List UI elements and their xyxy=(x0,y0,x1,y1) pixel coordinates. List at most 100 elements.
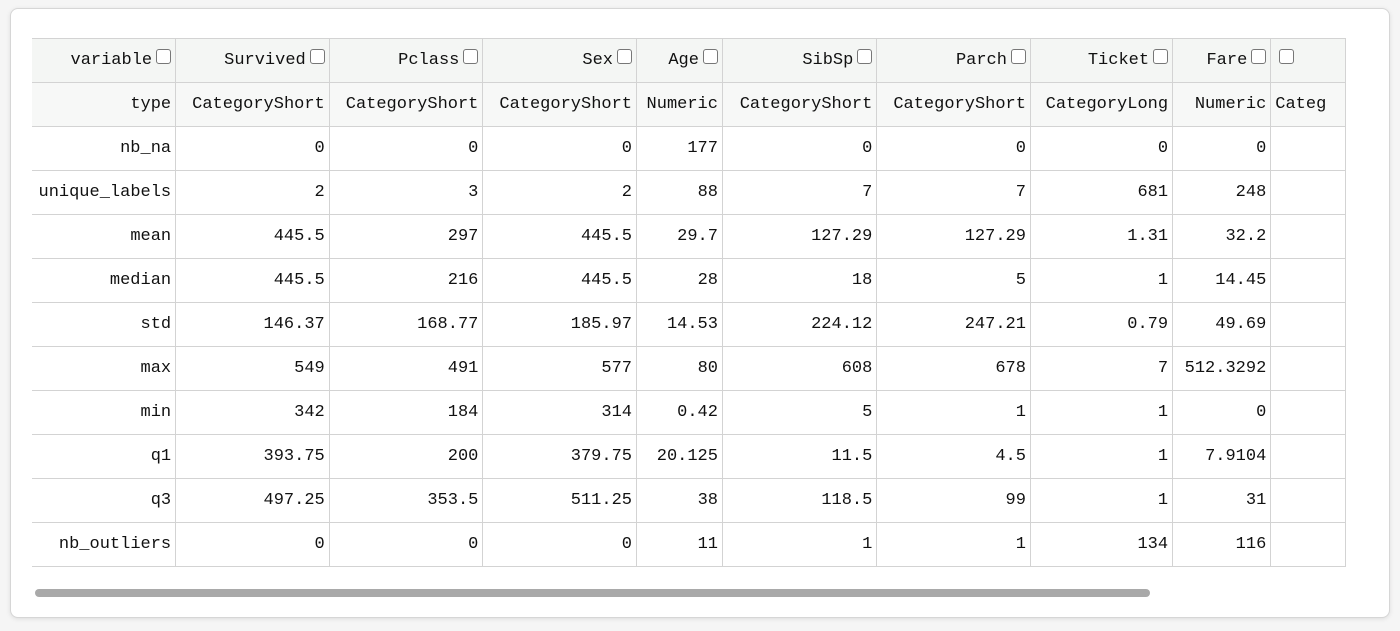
table-cell: 7 xyxy=(877,171,1031,215)
table-cell: Categ xyxy=(1271,83,1346,127)
table-cell: 511.25 xyxy=(483,479,637,523)
table-cell: 7.9104 xyxy=(1173,435,1271,479)
table-cell xyxy=(1271,479,1346,523)
table-cell: 31 xyxy=(1173,479,1271,523)
select-column-checkbox[interactable] xyxy=(617,49,632,64)
table-cell: 1 xyxy=(722,523,876,567)
column-header: Age xyxy=(668,51,699,70)
table-row: min 342 184 314 0.42 5 1 1 0 xyxy=(32,391,1346,435)
column-header: Parch xyxy=(956,51,1007,70)
table-cell xyxy=(1271,303,1346,347)
table-cell: 1 xyxy=(877,523,1031,567)
table-cell: 5 xyxy=(877,259,1031,303)
horizontal-scrollbar[interactable] xyxy=(33,589,1373,598)
header-cell: Fare xyxy=(1173,39,1271,83)
table-cell: 681 xyxy=(1030,171,1172,215)
table-cell: 314 xyxy=(483,391,637,435)
select-column-checkbox[interactable] xyxy=(703,49,718,64)
table-row: mean 445.5 297 445.5 29.7 127.29 127.29 1.31 32.… xyxy=(32,215,1346,259)
select-column-checkbox[interactable] xyxy=(1251,49,1266,64)
select-column-checkbox[interactable] xyxy=(310,49,325,64)
table-cell: 4.5 xyxy=(877,435,1031,479)
column-header: Fare xyxy=(1206,51,1247,70)
select-column-checkbox[interactable] xyxy=(857,49,872,64)
table-cell: 7 xyxy=(1030,347,1172,391)
table-cell: 146.37 xyxy=(176,303,330,347)
table-cell: 0 xyxy=(483,127,637,171)
table-cell: 379.75 xyxy=(483,435,637,479)
table-cell: 512.3292 xyxy=(1173,347,1271,391)
header-cell: Age xyxy=(637,39,723,83)
table-cell: CategoryShort xyxy=(722,83,876,127)
row-label-cell: std xyxy=(32,303,176,347)
table-row: type CategoryShort CategoryShort CategorySh… xyxy=(32,83,1346,127)
column-header: Ticket xyxy=(1088,51,1149,70)
select-column-checkbox[interactable] xyxy=(463,49,478,64)
table-cell: 491 xyxy=(329,347,483,391)
header-cell: Ticket xyxy=(1030,39,1172,83)
table-cell: 1 xyxy=(877,391,1031,435)
table-row: nb_na 0 0 0 177 0 0 0 0 xyxy=(32,127,1346,171)
table-cell: 28 xyxy=(637,259,723,303)
header-cell: Sex xyxy=(483,39,637,83)
table-cell: 3 xyxy=(329,171,483,215)
table-cell: Numeric xyxy=(637,83,723,127)
table-cell: 168.77 xyxy=(329,303,483,347)
table-cell xyxy=(1271,435,1346,479)
table-cell xyxy=(1271,259,1346,303)
table-cell: 0 xyxy=(176,523,330,567)
table-cell xyxy=(1271,127,1346,171)
table-cell: CategoryShort xyxy=(877,83,1031,127)
table-cell: 577 xyxy=(483,347,637,391)
table-cell: 200 xyxy=(329,435,483,479)
table-cell: 38 xyxy=(637,479,723,523)
row-label-cell: min xyxy=(32,391,176,435)
select-column-checkbox[interactable] xyxy=(1153,49,1168,64)
table-cell: 88 xyxy=(637,171,723,215)
select-column-checkbox[interactable] xyxy=(1279,49,1294,64)
select-column-checkbox[interactable] xyxy=(1011,49,1026,64)
table-cell: 0 xyxy=(1173,127,1271,171)
table-cell: 5 xyxy=(722,391,876,435)
table-panel: variable Survived Pclass Sex Age SibSp P… xyxy=(10,8,1390,618)
table-cell: 14.53 xyxy=(637,303,723,347)
table-cell: 497.25 xyxy=(176,479,330,523)
column-header: Survived xyxy=(224,51,306,70)
table-cell: 608 xyxy=(722,347,876,391)
table-cell: CategoryLong xyxy=(1030,83,1172,127)
table-cell: 49.69 xyxy=(1173,303,1271,347)
header-cell: Parch xyxy=(877,39,1031,83)
header-cell xyxy=(1271,39,1346,83)
table-row: std 146.37 168.77 185.97 14.53 224.12 247.21 0.… xyxy=(32,303,1346,347)
table-cell xyxy=(1271,171,1346,215)
row-label-cell: max xyxy=(32,347,176,391)
table-cell: 127.29 xyxy=(877,215,1031,259)
select-variable-checkbox[interactable] xyxy=(156,49,171,64)
table-cell xyxy=(1271,391,1346,435)
row-label-cell: nb_outliers xyxy=(32,523,176,567)
table-cell: 80 xyxy=(637,347,723,391)
table-cell: 297 xyxy=(329,215,483,259)
table-cell: 549 xyxy=(176,347,330,391)
table-cell: 1 xyxy=(1030,259,1172,303)
table-cell: 0.42 xyxy=(637,391,723,435)
table-cell: 224.12 xyxy=(722,303,876,347)
column-header: Sex xyxy=(582,51,613,70)
table-cell: 445.5 xyxy=(483,259,637,303)
table-cell: 7 xyxy=(722,171,876,215)
row-label-cell: median xyxy=(32,259,176,303)
table-cell: 353.5 xyxy=(329,479,483,523)
table-cell: 1 xyxy=(1030,479,1172,523)
table-cell: Numeric xyxy=(1173,83,1271,127)
header-row: variable Survived Pclass Sex Age SibSp P… xyxy=(32,39,1346,83)
row-label-cell: nb_na xyxy=(32,127,176,171)
table-cell: 247.21 xyxy=(877,303,1031,347)
table-cell xyxy=(1271,215,1346,259)
scrollbar-thumb[interactable] xyxy=(35,589,1150,597)
table-cell: 184 xyxy=(329,391,483,435)
table-cell: 2 xyxy=(176,171,330,215)
table-cell: 1 xyxy=(1030,435,1172,479)
table-cell: 0 xyxy=(329,127,483,171)
table-cell: 18 xyxy=(722,259,876,303)
table-row: unique_labels 2 3 2 88 7 7 681 248 xyxy=(32,171,1346,215)
